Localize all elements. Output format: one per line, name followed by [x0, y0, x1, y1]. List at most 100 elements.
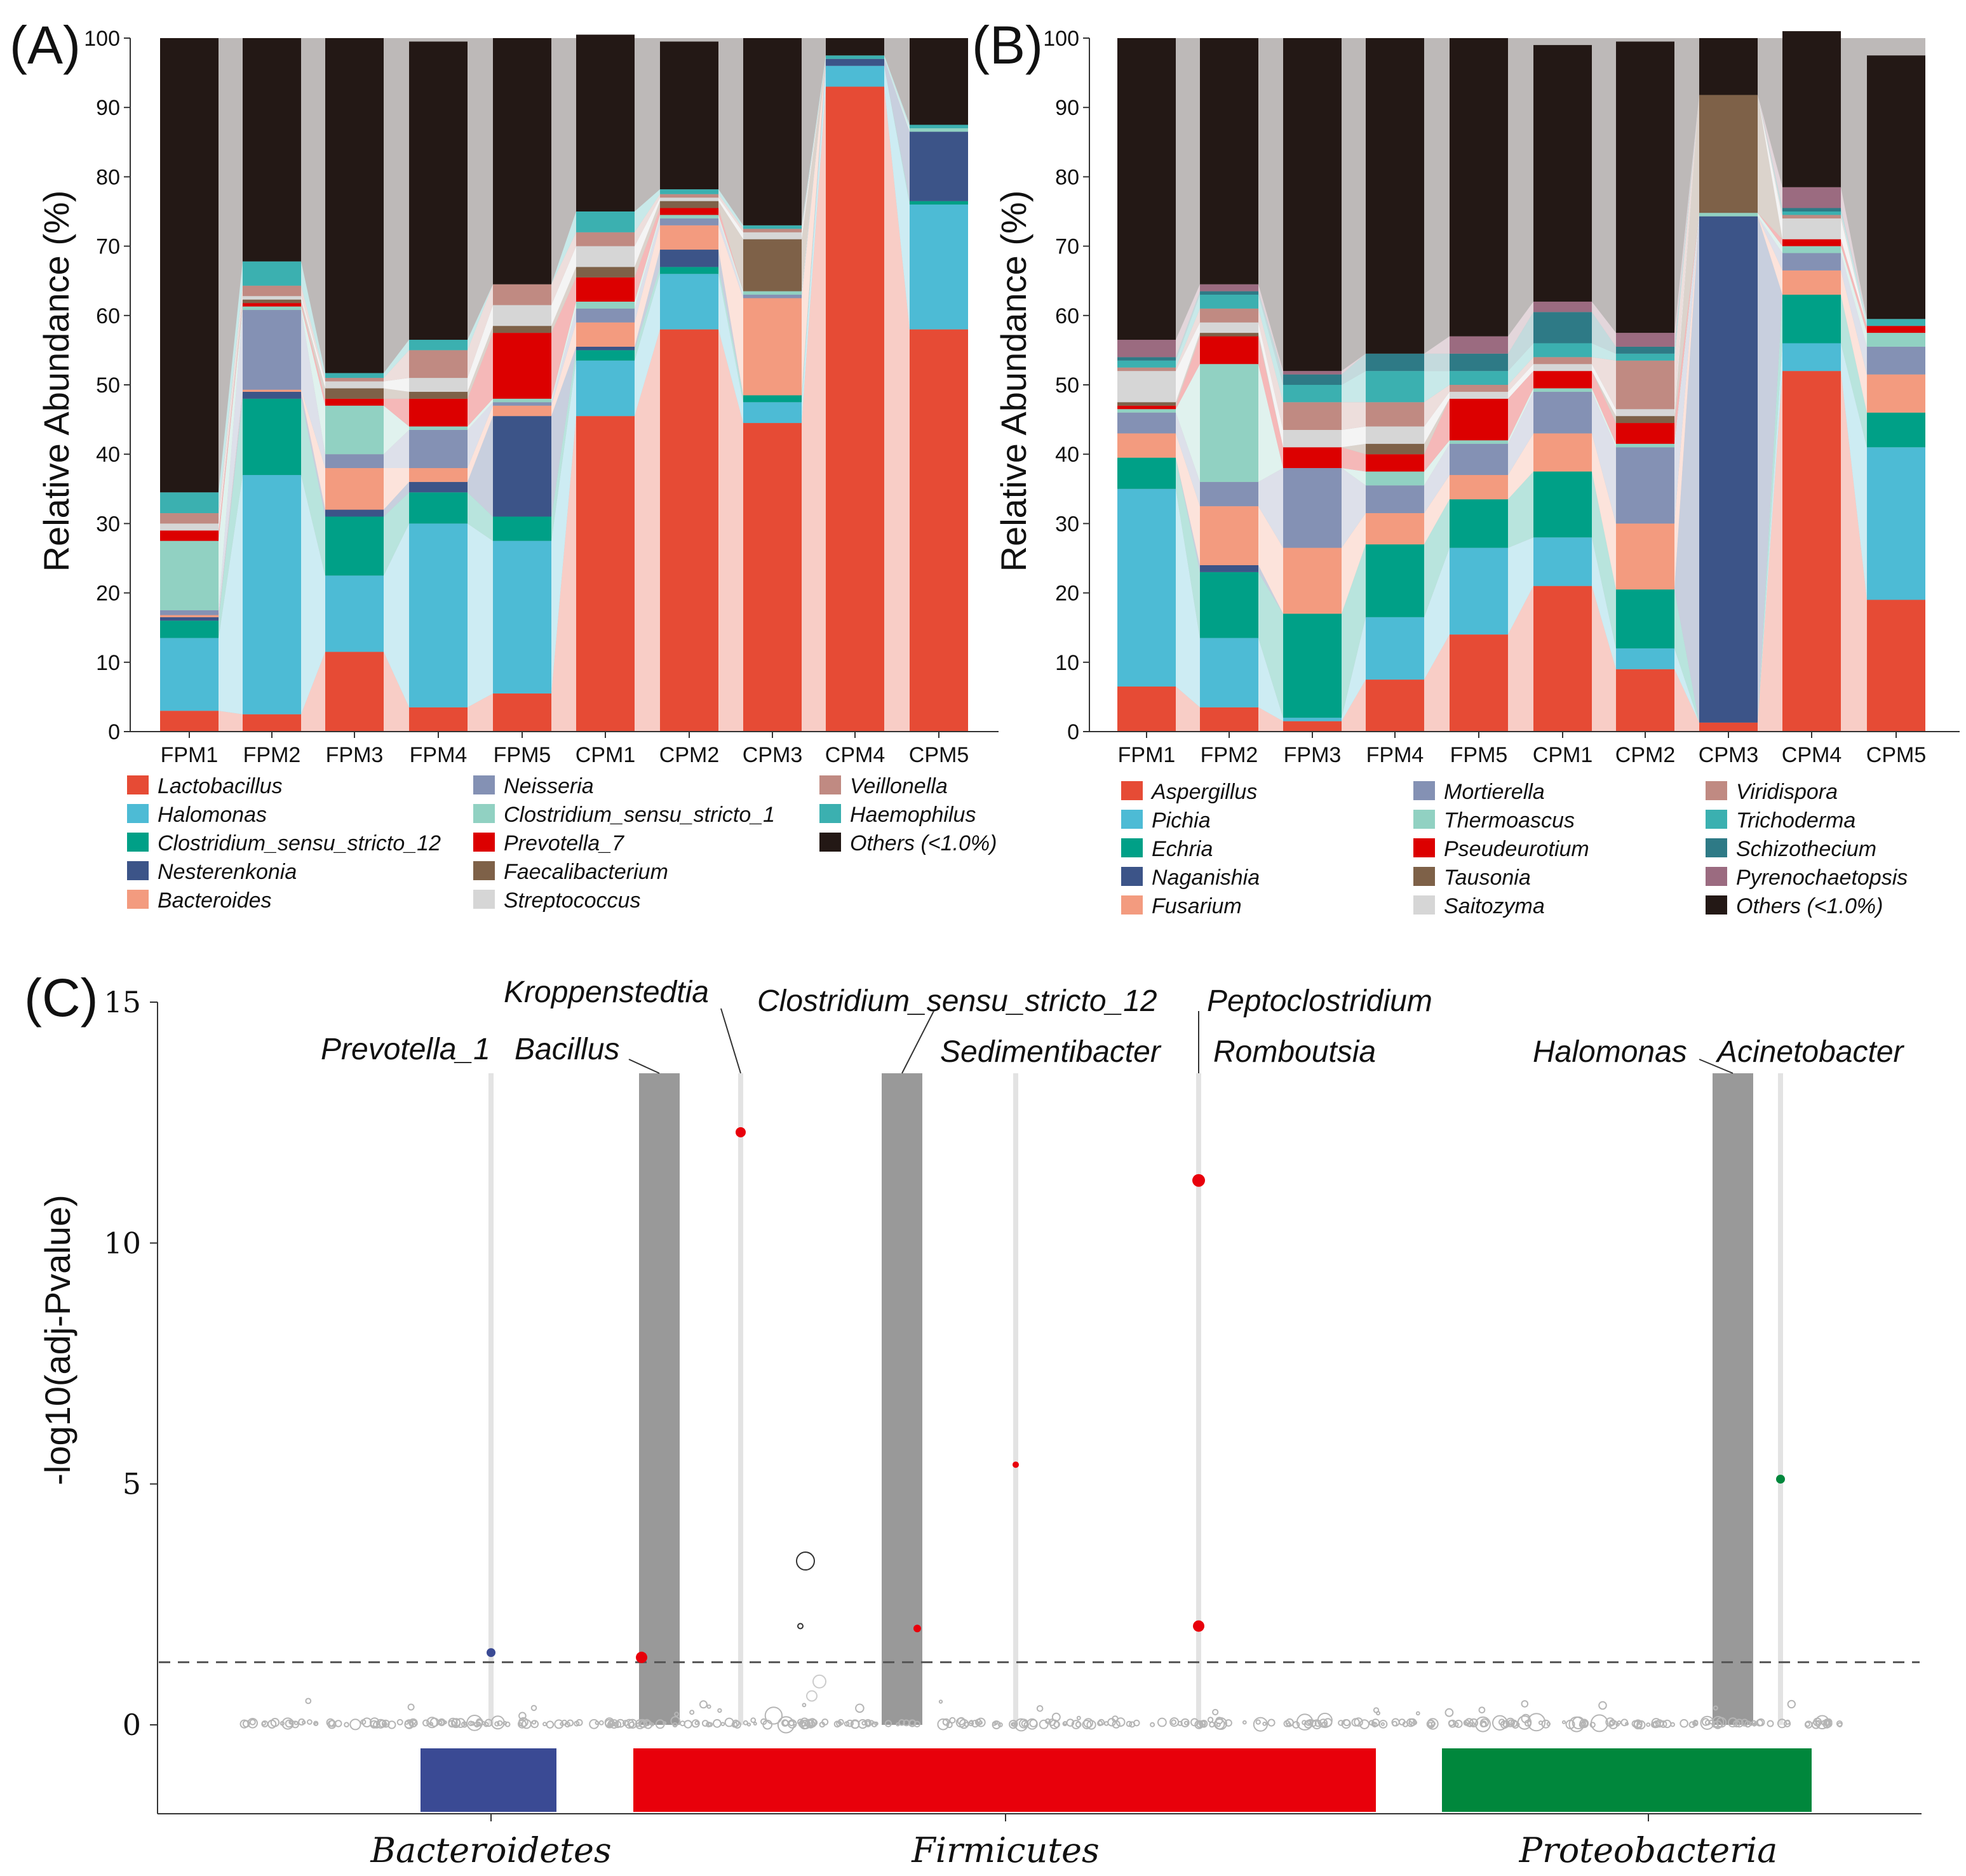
c-background-point — [1652, 1721, 1659, 1729]
a-flow-bacteroides-4 — [551, 322, 576, 417]
c-point-peptoclostridium — [1192, 1174, 1205, 1187]
c-background-point — [1194, 1720, 1204, 1729]
c-highlight-bar-clostridium-sensu-stricto-12 — [882, 1073, 922, 1725]
c-background-point — [753, 1722, 757, 1726]
b-legend-item: Pyrenochaetopsis — [1706, 866, 1908, 890]
a-flow-nesterenkonia-0 — [219, 391, 243, 621]
b-segment-fpm1-aspergillus — [1117, 687, 1176, 732]
a-flow-veillonella-0 — [219, 285, 243, 524]
c-background-point — [699, 1700, 708, 1709]
a-flow-clostridium-sensu-stricto-12-5 — [635, 267, 660, 361]
c-background-point — [717, 1708, 722, 1713]
panel-a: (A) Relative Abundance (%) 0 10 20 30 40 50 60… — [10, 15, 999, 913]
a-segment-fpm2-nesterenkonia — [243, 391, 301, 399]
b-segment-fpm4-trichoderma — [1366, 371, 1424, 403]
b-segment-cpm1-mortierella — [1533, 391, 1592, 434]
c-background-point — [522, 1719, 532, 1729]
c-background-point — [837, 1719, 844, 1725]
c-background-point — [1408, 1721, 1413, 1725]
b-segment-fpm5-viridispora — [1450, 385, 1508, 392]
c-background-point — [1478, 1706, 1486, 1714]
c-background-point — [1063, 1721, 1067, 1725]
b-flow-mortierella-2 — [1342, 468, 1366, 548]
b-segment-cpm2-aspergillus — [1616, 669, 1674, 732]
c-background-point — [468, 1720, 474, 1726]
a-segment-fpm2-others-1-0- — [243, 38, 301, 262]
a-flow-haemophilus-6 — [718, 189, 743, 229]
a-flow-clostridium-sensu-stricto-12-7 — [802, 65, 826, 403]
c-background-point — [1076, 1715, 1081, 1720]
a-legend-swatch — [819, 833, 841, 852]
b-flow-tausonia-2 — [1342, 443, 1366, 455]
a-flow-faecalibacterium-3 — [468, 326, 493, 399]
c-background-point — [1469, 1718, 1479, 1727]
b-segment-cpm2-pyrenochaetopsis — [1616, 333, 1674, 347]
c-open-point — [797, 1623, 804, 1630]
c-background-point — [674, 1712, 679, 1717]
b-flow-trichoderma-3 — [1424, 371, 1450, 403]
c-background-point — [1051, 1712, 1061, 1722]
a-x-tick-label: CPM1 — [576, 743, 635, 767]
a-flow-haemophilus-7 — [802, 55, 826, 229]
b-flow-viridispora-1 — [1258, 308, 1283, 430]
a-segment-fpm1-haemophilus — [160, 492, 219, 514]
b-segment-fpm1-pichia — [1117, 488, 1176, 687]
a-flow-streptococcus-2 — [384, 378, 409, 392]
a-segment-cpm3-veillonella — [743, 229, 802, 232]
c-background-point — [1777, 1719, 1787, 1729]
b-segment-cpm5-thermoascus — [1867, 333, 1925, 347]
a-segment-cpm3-haemophilus — [743, 225, 802, 229]
a-legend-item: Prevotella_7 — [473, 831, 624, 855]
a-flow-clostridium-sensu-stricto-12-4 — [551, 350, 576, 541]
a-segment-fpm2-clostridium-sensu-stricto-1 — [243, 306, 301, 311]
c-background-point — [1011, 1722, 1018, 1727]
b-segment-fpm2-others-1-0- — [1200, 38, 1258, 285]
a-flow-clostridium-sensu-stricto-1-0 — [219, 306, 243, 610]
c-background-point — [490, 1715, 505, 1730]
b-segment-cpm1-pseudeurotium — [1533, 371, 1592, 389]
b-segment-fpm1-fusarium — [1117, 433, 1176, 458]
c-background-point — [1169, 1717, 1180, 1727]
a-legend-label: Halomonas — [158, 803, 267, 827]
a-flow-prevotella-7-4 — [551, 277, 576, 399]
b-segment-fpm4-aspergillus — [1366, 680, 1424, 732]
c-background-point — [1735, 1719, 1744, 1728]
a-flow-clostridium-sensu-stricto-1-1 — [301, 306, 325, 455]
a-flow-neisseria-1 — [301, 310, 325, 469]
c-background-point — [1157, 1717, 1167, 1727]
c-background-point — [1190, 1718, 1199, 1727]
b-legend-swatch — [1121, 810, 1143, 829]
a-flow-prevotella-7-0 — [219, 303, 243, 541]
a-segment-fpm5-lactobacillus — [493, 693, 551, 732]
c-background-point — [1767, 1720, 1774, 1727]
b-y-tick-label: 0 — [1067, 720, 1079, 744]
c-background-point — [567, 1719, 574, 1727]
b-flow-fusarium-1 — [1258, 506, 1283, 614]
c-background-point — [1216, 1722, 1221, 1727]
b-segment-fpm2-thermoascus — [1200, 364, 1258, 482]
c-background-point — [327, 1720, 337, 1729]
b-segment-fpm2-schizothecium — [1200, 291, 1258, 295]
b-segment-fpm4-schizothecium — [1366, 353, 1424, 372]
c-background-point — [777, 1716, 795, 1734]
b-segment-cpm4-schizothecium — [1782, 208, 1841, 211]
b-flow-thermoascus-2 — [1342, 468, 1366, 486]
a-segment-cpm3-streptococcus — [743, 232, 802, 239]
b-flow-saitozyma-5 — [1592, 364, 1616, 417]
a-flow-neisseria-0 — [219, 310, 243, 615]
b-x-tick-label: CPM2 — [1615, 743, 1675, 767]
b-segment-cpm4-trichoderma — [1782, 211, 1841, 215]
a-flow-veillonella-5 — [635, 194, 660, 246]
b-segment-cpm4-aspergillus — [1782, 371, 1841, 732]
b-flow-echria-7 — [1758, 295, 1782, 723]
b-flow-naganishia-0 — [1176, 457, 1200, 572]
b-flow-viridispora-6 — [1674, 95, 1699, 410]
b-segment-fpm1-thermoascus — [1117, 409, 1176, 413]
b-flow-fusarium-6 — [1674, 216, 1699, 590]
a-bar-fpm1 — [160, 38, 219, 732]
c-genus-label-halomonas: Halomonas — [1533, 1035, 1687, 1069]
c-background-point — [455, 1718, 466, 1728]
b-segment-cpm3-naganishia — [1699, 216, 1758, 723]
c-background-point — [964, 1722, 969, 1727]
c-background-point — [1824, 1719, 1833, 1728]
